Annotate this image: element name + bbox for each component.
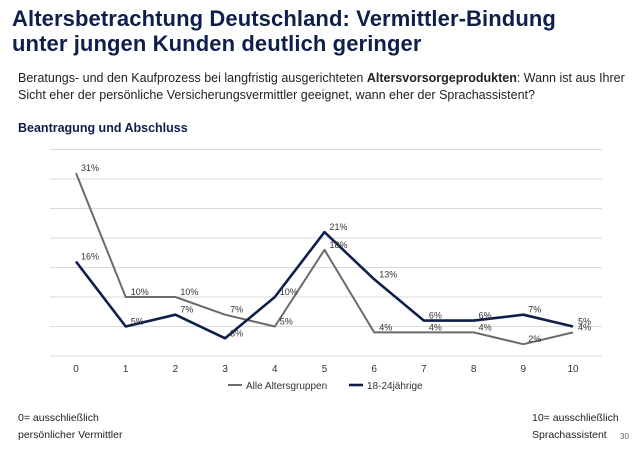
data-label: 16% [81,252,99,262]
data-label: 10% [180,287,198,297]
data-label: 4% [578,322,591,332]
page-number: 30 [620,432,629,441]
data-label: 4% [429,322,442,332]
data-label: 5% [131,317,144,327]
scale-note-left-line-1: 0= ausschließlich [18,412,99,424]
x-tick-label: 9 [521,364,527,375]
data-label: 6% [429,311,442,321]
data-labels: 31% 10% 10% 7% 5% 18% 4% 4% 4% 2% 4% 16% 5% 7% 3% 10% 21… [81,163,591,344]
question-text: Beratungs- und den Kaufprozess bei langf… [18,70,628,104]
question-part-2: : Wann ist aus Ihrer Sicht eher der pers… [18,71,625,102]
data-label: 7% [528,305,541,315]
data-label: 7% [180,305,193,315]
page-title: Altersbetrachtung Deutschland: Vermittle… [12,6,632,56]
data-label: 13% [379,269,397,279]
x-tick-label: 4 [272,364,278,375]
x-tick-label: 7 [421,364,427,375]
title-line-1: Altersbetrachtung Deutschland: Vermittle… [12,6,556,31]
data-label: 31% [81,163,99,173]
legend-label: 18-24jährige [367,381,423,392]
data-label: 10% [131,287,149,297]
data-label: 4% [379,322,392,332]
scale-note-right-line-1: 10= ausschließlich [532,412,619,424]
data-label: 3% [230,328,243,338]
data-label: 4% [479,322,492,332]
x-tick-label: 1 [123,364,129,375]
x-tick-labels: 0 1 2 3 4 5 6 7 8 9 10 [73,364,579,375]
series-lines [74,172,574,346]
data-label: 5% [578,317,591,327]
data-label: 5% [280,317,293,327]
data-label: 6% [479,311,492,321]
title-line-2: unter jungen Kunden deutlich geringer [12,31,422,56]
question-part-1: Beratungs- und den Kaufprozess bei langf… [18,71,367,85]
scale-note-left-line-2: persönlicher Vermittler [18,429,123,441]
legend-label: Alle Altersgruppen [246,381,327,392]
x-tick-label: 6 [371,364,377,375]
x-tick-label: 8 [471,364,477,375]
scale-note-right: 10= ausschließlich Sprachassistent [532,410,619,444]
data-label: 10% [280,287,298,297]
series-line-alle-altersgruppen [75,172,574,346]
data-label: 7% [230,305,243,315]
data-label: 21% [330,222,348,232]
series-line-18-24jaehrige [74,230,574,340]
data-label: 18% [330,240,348,250]
x-tick-label: 3 [222,364,228,375]
x-tick-label: 2 [173,364,179,375]
data-label: 2% [528,334,541,344]
scale-note-right-line-2: Sprachassistent [532,429,607,441]
question-bold-term: Altersvorsorgeprodukten [366,71,517,85]
x-tick-label: 0 [73,364,79,375]
x-tick-label: 5 [322,364,328,375]
x-tick-label: 10 [567,364,579,375]
scale-note-left: 0= ausschließlich persönlicher Vermittle… [18,410,122,444]
section-title: Beantragung und Abschluss [18,121,188,135]
legend: Alle Altersgruppen 18-24jährige [228,381,423,392]
